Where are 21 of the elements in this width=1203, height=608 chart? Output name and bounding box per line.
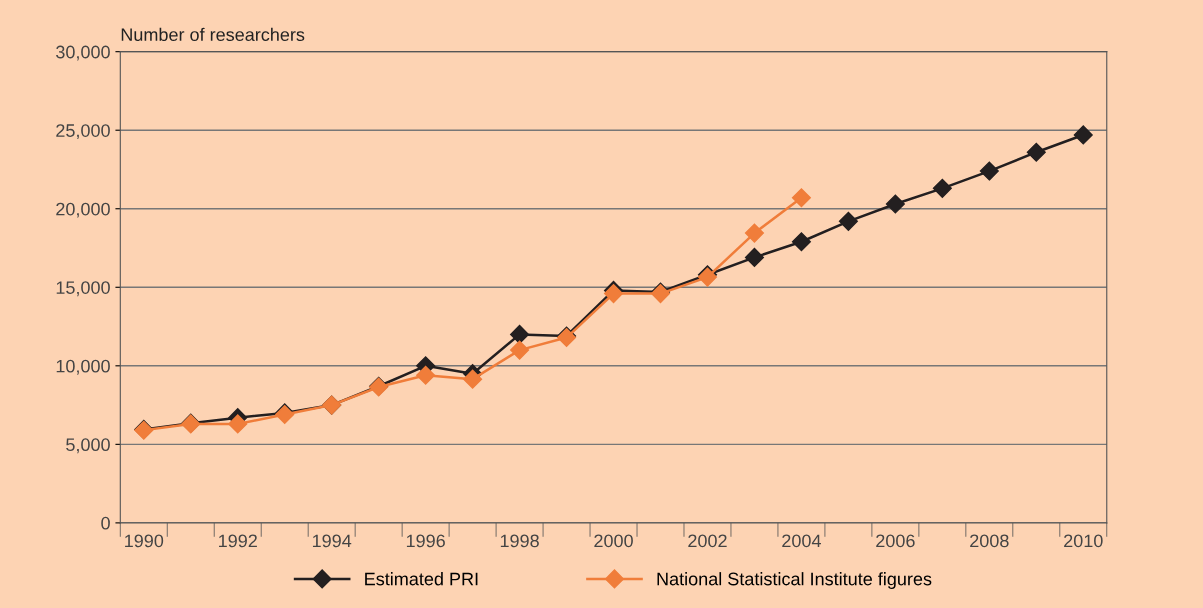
x-tick-label: 2002	[688, 534, 727, 548]
x-tick-label: 2000	[594, 534, 633, 548]
y-tick-label: 15,000	[56, 281, 110, 297]
x-tick-label: 2006	[876, 534, 915, 548]
x-tick-label: 2008	[970, 534, 1009, 548]
x-tick-label: 1992	[219, 534, 257, 548]
x-tick-label: 1994	[312, 534, 352, 548]
legend-label: Estimated PRI	[365, 572, 478, 586]
y-tick-label: 20,000	[56, 202, 110, 218]
y-tick-label: 30,000	[56, 45, 110, 61]
legend-label: National Statistical Institute figures	[657, 572, 932, 589]
x-tick-label: 2010	[1064, 534, 1103, 548]
y-tick-label: 0	[101, 516, 110, 530]
y-tick-label: 5,000	[66, 438, 110, 454]
x-tick-label: 1996	[406, 534, 445, 548]
x-tick-label: 1990	[125, 534, 164, 548]
x-tick-label: 1998	[500, 534, 539, 548]
y-tick-label: 10,000	[56, 359, 110, 375]
y-tick-label: 25,000	[56, 124, 110, 140]
x-tick-label: 2004	[782, 534, 821, 548]
y-axis-title: Number of researchers	[121, 27, 305, 42]
